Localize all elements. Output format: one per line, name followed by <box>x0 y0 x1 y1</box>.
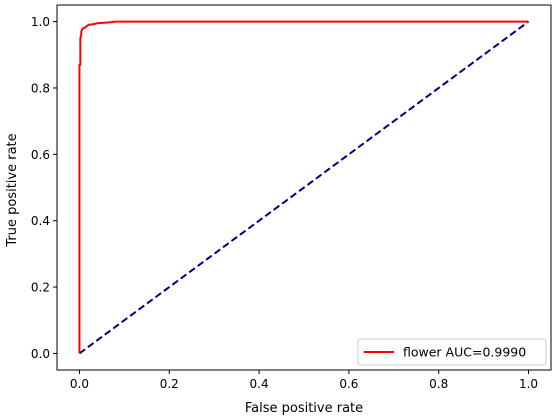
x-tick-label: 0.8 <box>429 377 448 391</box>
plot-frame <box>56 4 552 371</box>
y-tick-label: 0.0 <box>31 347 50 361</box>
x-tick-label: 0.6 <box>339 377 358 391</box>
x-axis: 0.0 0.2 0.4 0.6 0.8 1.0 <box>70 370 538 391</box>
y-tick-label: 0.8 <box>31 81 50 95</box>
x-tick-label: 0.2 <box>160 377 179 391</box>
x-tick-label: 1.0 <box>519 377 538 391</box>
legend-label: flower AUC=0.9990 <box>403 345 526 360</box>
legend-box <box>357 338 547 366</box>
y-tick-label: 0.4 <box>31 214 50 228</box>
y-tick-label: 0.2 <box>31 281 50 295</box>
x-tick-label: 0.4 <box>250 377 269 391</box>
y-tick-label: 0.6 <box>31 148 50 162</box>
y-tick-label: 1.0 <box>31 15 50 29</box>
plot-lines <box>78 20 530 355</box>
x-tick-label: 0.0 <box>70 377 89 391</box>
y-axis-label: True positive rate <box>5 133 20 247</box>
x-axis-label: False positive rate <box>245 401 363 416</box>
legend: flower AUC=0.9990 <box>357 338 547 366</box>
roc-curve-line <box>78 20 529 354</box>
y-axis: 0.0 0.2 0.4 0.6 0.8 1.0 <box>31 15 57 361</box>
chance-diagonal-line <box>78 20 530 355</box>
